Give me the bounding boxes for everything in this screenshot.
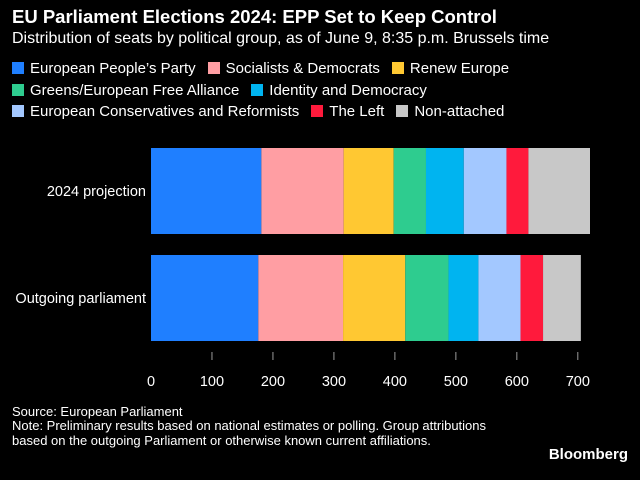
x-tick-label: 500 [444,374,468,390]
bar-segment [151,255,259,341]
footnote: Note: Preliminary results based on natio… [12,418,487,448]
legend-swatch [391,62,404,74]
x-tick-label: 200 [261,374,285,390]
legend-item: European Conservatives and Reformists [12,101,299,123]
legend-item: European People’s Party [12,58,196,80]
bar-segment [151,148,262,234]
stacked-bar-chart: 2024 projection Outgoing parliament 0 100 20… [15,148,590,390]
bar-segment [528,148,590,234]
x-tick-label: 100 [200,374,224,390]
legend-item: Socialists & Democrats [207,58,380,80]
category-label: 2024 projection [47,184,146,200]
legend-label: Identity and Democracy [269,81,427,99]
bar-segment [261,148,344,234]
bar-segment [258,255,344,341]
legend-swatch [12,83,24,96]
x-tick-label: 300 [322,374,346,390]
legend-item: Greens/European Free Alliance [12,80,239,102]
bar-segment [393,148,426,234]
legend-swatch [207,62,220,74]
legend-swatch [251,83,264,96]
x-tick-label: 0 [147,374,155,390]
x-tick-label: 600 [505,374,529,390]
legend: European People’s Party Socialists & Demo… [12,58,632,123]
bar-segment [425,148,464,234]
bar-segment [448,255,479,341]
bar-segment [478,255,521,341]
legend-label: Renew Europe [409,60,510,77]
legend-swatch [396,105,409,117]
chart-title: EU Parliament Elections 2024: EPP Set to… [12,6,497,27]
legend-label: Non-attached [414,103,505,120]
bar-segment [506,148,529,234]
bar-segment [463,148,507,234]
legend-swatch [12,105,24,117]
bar-segment [405,255,449,341]
legend-label: The Left [329,103,385,120]
legend-label: European People’s Party [30,60,196,77]
legend-item: The Left [311,101,384,123]
bar-segment [343,255,406,341]
legend-label: European Conservatives and Reformists [30,103,300,120]
bloomberg-logo: Bloomberg [548,446,628,463]
legend-swatch [311,105,324,117]
legend-item: Non-attached [396,101,504,123]
legend-label: Socialists & Democrats [225,60,380,77]
bar-segment [520,255,544,341]
legend-item: Identity and Democracy [251,80,427,102]
chart-subtitle: Distribution of seats by political group… [12,30,550,47]
category-label: Outgoing parliament [15,291,146,307]
x-tick-label: 400 [383,374,407,390]
legend-item: Renew Europe [391,58,510,80]
bar-segment [543,255,581,341]
x-tick-label: 700 [566,374,590,390]
bar-segment [343,148,394,234]
source-note: Source: European Parliament [12,404,183,419]
legend-label: Greens/European Free Alliance [30,81,240,99]
legend-swatch [12,62,24,74]
